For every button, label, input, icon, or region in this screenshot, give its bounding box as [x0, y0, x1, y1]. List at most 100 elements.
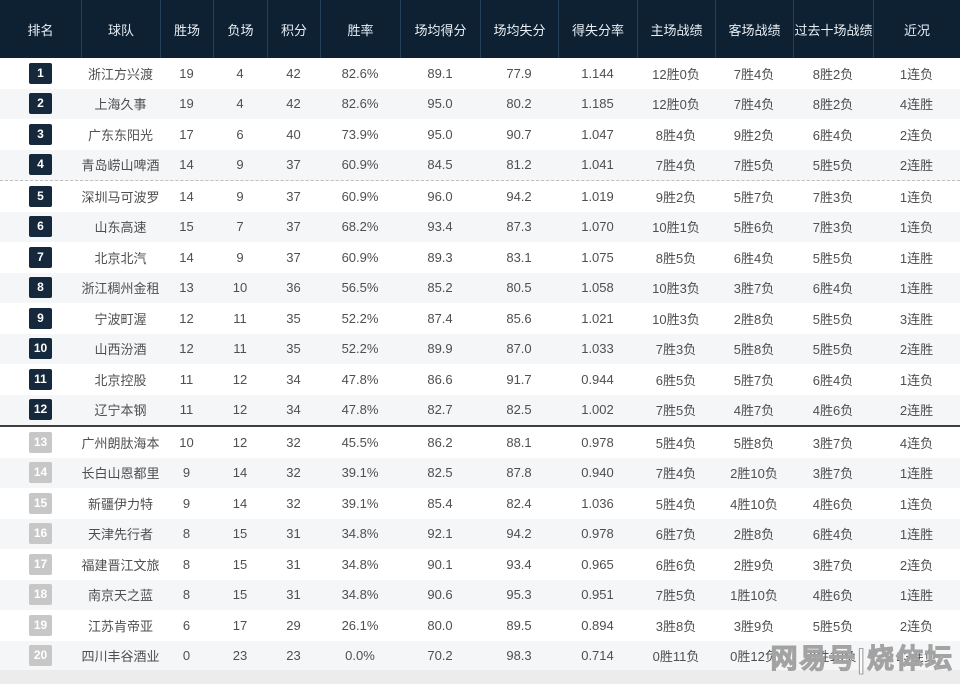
- cell-score-ratio: 1.002: [581, 402, 614, 418]
- cell-avg-pts-for: 89.1: [427, 65, 453, 81]
- cell-last10-record: 5胜5负: [812, 311, 854, 327]
- cell-home-record: 8胜4负: [655, 127, 697, 143]
- cell-points: 35: [286, 341, 301, 357]
- rank-badge: 7: [29, 246, 52, 268]
- cell-avg-pts-against: 77.9: [506, 65, 532, 81]
- cell-win-pct: 73.9%: [341, 126, 379, 142]
- rank-cell: 11: [0, 368, 81, 390]
- cell-losses: 9: [236, 188, 244, 204]
- table-row: 9 宁波町渥 12 11 35 52.2% 87.4 85.6 1.021 10胜3负 2胜8负 5胜…: [0, 303, 960, 334]
- table-row: 5 深圳马可波罗 14 9 37 60.9% 96.0 94.2 1.019 9胜2负 5胜7负 7胜…: [0, 181, 960, 212]
- cell-home-record: 10胜3负: [652, 311, 700, 327]
- cell-points: 23: [286, 648, 301, 664]
- cell-points: 31: [286, 526, 301, 542]
- cell-avg-pts-for: 95.0: [427, 96, 453, 112]
- cell-wins: 19: [179, 65, 194, 81]
- header-cell-6: 场均得分: [400, 0, 480, 58]
- cell-wins: 14: [179, 188, 194, 204]
- cell-avg-pts-for: 90.1: [427, 556, 453, 572]
- cell-last10-record: 8胜2负: [812, 97, 854, 113]
- table-row: 15 新疆伊力特 9 14 32 39.1% 85.4 82.4 1.036 5胜4负 4胜10负 4…: [0, 488, 960, 519]
- cell-away-record: 9胜2负: [733, 127, 775, 143]
- header-cell-0: 排名: [27, 22, 54, 38]
- cell-last10-record: 4胜6负: [812, 496, 854, 512]
- rank-cell: 8: [0, 277, 81, 299]
- cell-home-record: 6胜7负: [655, 527, 697, 543]
- cell-away-record: 6胜4负: [733, 250, 775, 266]
- header-cell-2: 胜场: [160, 0, 213, 58]
- cell-wins: 8: [182, 587, 191, 603]
- table-row: 7 北京北汽 14 9 37 60.9% 89.3 83.1 1.075 8胜5负 6胜4负 5胜5负…: [0, 242, 960, 273]
- cell-home-record: 6胜6负: [655, 557, 697, 573]
- footer-strip: [0, 670, 960, 684]
- cell-last10-record: 5胜5负: [812, 158, 854, 174]
- cell-wins: 12: [179, 341, 194, 357]
- cell-points: 29: [286, 617, 301, 633]
- table-row: 18 南京天之蓝 8 15 31 34.8% 90.6 95.3 0.951 7胜5负 1胜10负 4…: [0, 579, 960, 610]
- cell-losses: 14: [232, 495, 248, 511]
- cell-losses: 23: [232, 648, 248, 664]
- header-cell-3: 负场: [213, 0, 267, 58]
- cell-team: 广东东阳光: [87, 127, 153, 143]
- rank-cell: 9: [0, 307, 81, 329]
- rank-badge: 5: [29, 185, 52, 207]
- header-cell-10: 客场战绩: [715, 0, 793, 58]
- cell-losses: 15: [232, 526, 248, 542]
- cell-wins: 14: [179, 157, 194, 173]
- cell-avg-pts-against: 87.0: [506, 341, 532, 357]
- cell-team: 宁波町渥: [94, 311, 147, 327]
- cell-losses: 11: [233, 310, 247, 326]
- cell-last10-record: 5胜5负: [812, 250, 854, 266]
- rank-cell: 7: [0, 246, 81, 268]
- cell-home-record: 5胜4负: [655, 496, 697, 512]
- cell-recent-form: 1连负: [899, 66, 934, 82]
- cell-home-record: 7胜4负: [655, 158, 697, 174]
- cell-away-record: 5胜8负: [733, 435, 775, 451]
- cell-last10-record: 3胜7负: [812, 557, 854, 573]
- cell-team: 广州朗肽海本: [81, 435, 160, 451]
- cell-wins: 9: [182, 465, 191, 481]
- cell-avg-pts-for: 89.3: [427, 249, 453, 265]
- cell-losses: 15: [232, 556, 248, 572]
- cell-team: 浙江方兴渡: [87, 66, 153, 82]
- rank-badge: 8: [29, 277, 52, 299]
- cell-avg-pts-for: 85.2: [427, 280, 453, 296]
- cell-recent-form: 2连胜: [899, 403, 934, 419]
- table-row: 10 山西汾酒 12 11 35 52.2% 89.9 87.0 1.033 7胜3负 5胜8负 5胜…: [0, 333, 960, 364]
- header-cell-7: 场均失分: [480, 0, 558, 58]
- cell-score-ratio: 0.978: [581, 526, 614, 542]
- cell-score-ratio: 1.047: [581, 126, 614, 142]
- cell-avg-pts-against: 87.3: [506, 219, 532, 235]
- cell-wins: 19: [179, 96, 194, 112]
- cell-avg-pts-against: 95.3: [506, 587, 532, 603]
- cell-home-record: 10胜3负: [652, 281, 700, 297]
- rank-cell: 3: [0, 123, 81, 145]
- cell-recent-form: 2连胜: [899, 158, 934, 174]
- cell-win-pct: 52.2%: [341, 310, 379, 326]
- cell-avg-pts-for: 95.0: [427, 126, 453, 142]
- cell-points: 42: [286, 96, 301, 112]
- cell-points: 37: [286, 249, 301, 265]
- cell-points: 32: [286, 465, 301, 481]
- table-row: 20 四川丰谷酒业 0 23 23 0.0% 70.2 98.3 0.714 0胜11负 0胜12负…: [0, 640, 960, 671]
- rank-badge: 1: [29, 62, 52, 84]
- cell-losses: 15: [232, 587, 248, 603]
- cell-away-record: 3胜7负: [733, 281, 775, 297]
- header-cell-9: 主场战绩: [637, 0, 715, 58]
- cell-points: 42: [286, 65, 301, 81]
- cell-last10-record: 0胜10负: [809, 649, 857, 665]
- cell-last10-record: 4胜6负: [812, 588, 854, 604]
- cell-last10-record: 3胜7负: [812, 435, 854, 451]
- table-body: 1 浙江方兴渡 19 4 42 82.6% 89.1 77.9 1.144 12胜0负 7胜4负 8胜…: [0, 58, 960, 671]
- cell-points: 31: [286, 587, 301, 603]
- cell-away-record: 5胜6负: [733, 220, 775, 236]
- cell-team: 天津先行者: [87, 527, 153, 543]
- cell-last10-record: 7胜3负: [812, 220, 854, 236]
- rank-cell: 4: [0, 154, 81, 176]
- cell-win-pct: 60.9%: [341, 249, 379, 265]
- table-row: 2 上海久事 19 4 42 82.6% 95.0 80.2 1.185 12胜0负 7胜4负 8胜2…: [0, 88, 960, 119]
- cell-home-record: 7胜3负: [655, 342, 697, 358]
- cell-avg-pts-for: 80.0: [427, 617, 453, 633]
- cell-win-pct: 34.8%: [341, 587, 379, 603]
- cell-avg-pts-for: 90.6: [427, 587, 453, 603]
